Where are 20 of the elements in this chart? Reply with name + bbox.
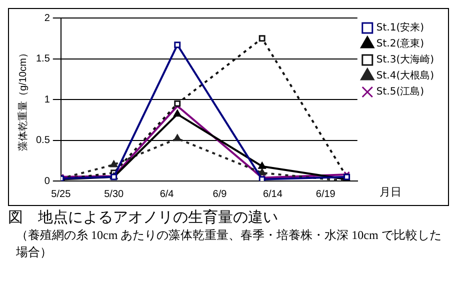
text: （養殖網の糸 10cm あたりの藻体乾重量、春季・培養株・水深 10cm で比較した場合） [15, 227, 442, 261]
x-tick-label: 5/25 [51, 188, 72, 200]
x-tick-label: 5/30 [104, 188, 124, 200]
y-tick-label: 0 [44, 176, 50, 187]
y-tick-label: 1 [44, 94, 50, 106]
y-tick-label: 1.5 [36, 54, 50, 64]
text: 図 地点によるアオノリの生育量の違い [8, 208, 279, 227]
legend-label: St.1(安来) [376, 22, 424, 34]
legend-label: St.5(江島) [376, 86, 424, 98]
y-tick-label: 2 [44, 12, 50, 24]
legend-label: St.3(大海崎) [376, 54, 434, 66]
x-tick-label: 6/19 [316, 188, 336, 200]
x-tick-label: 6/4 [160, 188, 174, 200]
legend-label: St.2(意東) [376, 38, 424, 50]
legend-label: St.4(大根島) [376, 70, 434, 82]
x-tick-label: 6/9 [212, 188, 228, 200]
x-axis-title: 月日 [379, 185, 402, 198]
y-tick-label: 0.5 [36, 135, 50, 146]
x-tick-label: 6/14 [262, 188, 283, 200]
y-axis-title: 藻体乾重量（g/10cm） [16, 48, 29, 151]
